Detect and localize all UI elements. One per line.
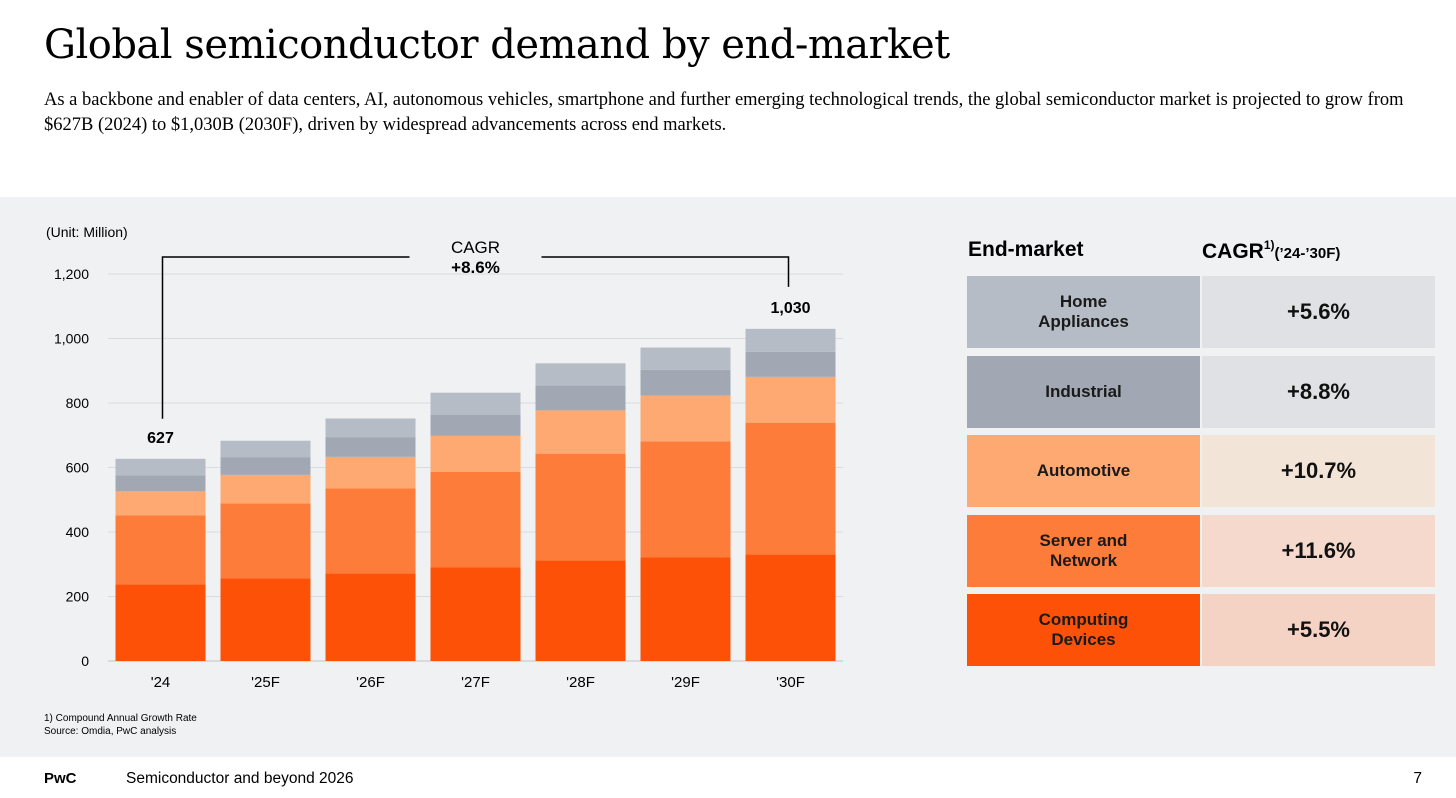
cagr-bracket (161, 256, 790, 419)
cagr-value-cell: +5.5% (1202, 594, 1435, 666)
cagr-label: CAGR (451, 238, 500, 257)
y-tick-label: 1,200 (54, 266, 89, 282)
footer-brand: PwC (44, 770, 77, 787)
bar-segment (115, 584, 206, 661)
footnote: 1) Compound Annual Growth Rate Source: O… (44, 712, 197, 738)
bar-segment (430, 435, 521, 472)
y-tick-label: 400 (66, 524, 90, 540)
y-tick-label: 200 (66, 589, 90, 605)
bar-segment (430, 392, 521, 415)
cagr-value-cell: +11.6% (1202, 514, 1435, 587)
total-label: 1,030 (770, 300, 810, 317)
bar-segment (535, 410, 626, 454)
x-tick-label: '27F (461, 674, 490, 691)
header-end-market: End-market (968, 238, 1084, 261)
unit-label: (Unit: Million) (46, 224, 128, 240)
x-tick-label: '30F (776, 674, 805, 691)
end-market-label: Home Appliances (967, 276, 1200, 348)
bar-segment (535, 363, 626, 386)
cagr-value-cell: +8.8% (1202, 355, 1435, 428)
bar-segment (325, 573, 416, 661)
bar-segment (430, 414, 521, 436)
bar-segment (745, 376, 836, 423)
footnote-source: Source: Omdia, PwC analysis (44, 726, 177, 737)
footnote-cagr: 1) Compound Annual Growth Rate (44, 713, 197, 724)
bar-segment (745, 328, 836, 352)
bar-segment (325, 418, 416, 438)
bar-segment (220, 578, 311, 661)
bar-segment (220, 503, 311, 579)
labels-layer: 0 200 400 600 800 1,000 1,200 '24 '25F '26F '27F '2… (54, 266, 811, 691)
table-row: Home Appliances +5.6% (967, 276, 1435, 348)
bar-segment (220, 474, 311, 504)
cagr-value-cell: +10.7% (1202, 435, 1435, 507)
x-tick-label: '28F (566, 674, 595, 691)
y-tick-label: 600 (66, 460, 90, 476)
page-number: 7 (1413, 770, 1422, 787)
table-row: Automotive +10.7% (967, 435, 1435, 507)
x-tick-label: '25F (251, 674, 280, 691)
bar-segment (640, 557, 731, 661)
bar-segment (640, 395, 731, 442)
bar-segment (745, 422, 836, 555)
stacked-bar-chart: 0 200 400 600 800 1,000 1,200 '24 '25F '26F '27F '2… (46, 224, 843, 691)
footer-title: Semiconductor and beyond 2026 (126, 770, 354, 787)
bar-segment (220, 457, 311, 475)
bar-segment (745, 351, 836, 377)
page-title: Global semiconductor demand by end-marke… (44, 22, 950, 68)
y-tick-label: 1,000 (54, 331, 89, 347)
total-label: 627 (147, 430, 174, 447)
table-row: Server and Network +11.6% (967, 514, 1435, 587)
cagr-value: +8.6% (451, 258, 500, 277)
bar-segment (325, 488, 416, 574)
bar-segment (325, 437, 416, 457)
bar-segment (535, 453, 626, 561)
end-market-label: Server and Network (967, 514, 1200, 587)
table-header: End-market CAGR1)(’24-’30F) (967, 232, 1435, 276)
cagr-value-cell: +5.6% (1202, 276, 1435, 348)
end-market-label: Automotive (967, 435, 1200, 507)
x-tick-label: '24 (151, 674, 171, 691)
end-market-label: Computing Devices (967, 594, 1200, 666)
bar-segment (745, 554, 836, 661)
bar-segment (430, 567, 521, 661)
table-row: Industrial +8.8% (967, 355, 1435, 428)
end-market-label: Industrial (967, 355, 1200, 428)
bars-layer (115, 328, 836, 661)
bar-segment (220, 440, 311, 458)
bar-segment (640, 369, 731, 396)
bar-segment (115, 458, 206, 476)
bar-segment (430, 471, 521, 568)
y-tick-label: 0 (81, 653, 89, 669)
bar-segment (535, 560, 626, 661)
bar-segment (640, 441, 731, 558)
bar-segment (115, 491, 206, 516)
x-tick-label: '26F (356, 674, 385, 691)
page-subtitle: As a backbone and enabler of data center… (44, 90, 1404, 135)
table-row: Computing Devices +5.5% (967, 594, 1435, 666)
y-tick-label: 800 (66, 395, 90, 411)
bar-segment (640, 347, 731, 370)
header-cagr: CAGR1)(’24-’30F) (1202, 238, 1341, 263)
x-tick-label: '29F (671, 674, 700, 691)
cagr-table: End-market CAGR1)(’24-’30F) Home Applianc… (967, 232, 1435, 666)
bar-segment (535, 385, 626, 411)
bar-segment (115, 475, 206, 492)
bar-segment (115, 515, 206, 585)
bar-segment (325, 456, 416, 489)
